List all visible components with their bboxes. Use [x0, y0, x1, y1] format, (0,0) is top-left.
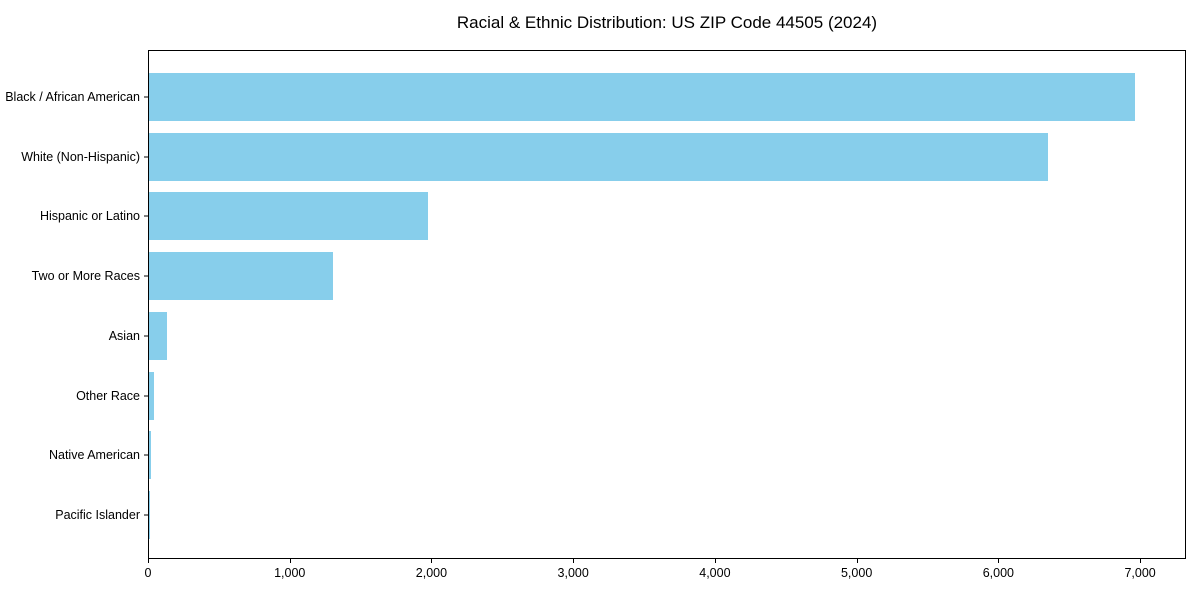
x-tick-label: 1,000 — [274, 566, 306, 580]
x-tick-label: 4,000 — [699, 566, 731, 580]
x-tick-label: 0 — [144, 566, 152, 580]
y-tick-mark — [144, 215, 148, 217]
x-tick-mark — [856, 559, 858, 563]
x-tick-label: 7,000 — [1124, 566, 1156, 580]
y-tick-mark — [144, 395, 148, 397]
plot-area — [148, 50, 1186, 559]
bar-other-race — [149, 371, 154, 420]
y-tick-mark — [144, 96, 148, 98]
category-label: Other Race — [76, 388, 140, 403]
x-tick-mark — [148, 559, 149, 563]
bar-asian — [149, 311, 168, 360]
bar-black-african-american — [149, 72, 1136, 121]
y-tick-mark — [144, 275, 148, 277]
x-tick-label: 3,000 — [557, 566, 589, 580]
category-label: White (Non-Hispanic) — [21, 149, 140, 164]
bar-hispanic-or-latino — [149, 192, 429, 241]
category-label: Asian — [108, 328, 140, 343]
y-tick-mark — [144, 156, 148, 158]
category-label: Two or More Races — [31, 269, 140, 284]
category-label: Native American — [48, 448, 140, 463]
category-label: Pacific Islander — [55, 508, 140, 523]
y-tick-mark — [144, 514, 148, 516]
x-tick-label: 2,000 — [415, 566, 448, 580]
y-tick-mark — [144, 454, 148, 456]
bar-two-or-more-races — [149, 252, 334, 301]
chart-title: Racial & Ethnic Distribution: US ZIP Cod… — [456, 13, 878, 32]
x-tick-label: 6,000 — [982, 566, 1014, 580]
bar-native-american — [149, 431, 152, 480]
x-tick-mark — [289, 559, 291, 563]
x-tick-mark — [998, 559, 1000, 563]
x-tick-mark — [714, 559, 716, 563]
x-tick-mark — [431, 559, 433, 563]
x-tick-mark — [573, 559, 575, 563]
x-tick-mark — [1140, 559, 1142, 563]
x-tick-label: 5,000 — [840, 566, 873, 580]
category-label: Hispanic or Latino — [39, 209, 140, 224]
category-label: Black / African American — [5, 89, 140, 104]
y-tick-mark — [144, 335, 148, 337]
bar-white-non-hispanic — [149, 132, 1048, 181]
